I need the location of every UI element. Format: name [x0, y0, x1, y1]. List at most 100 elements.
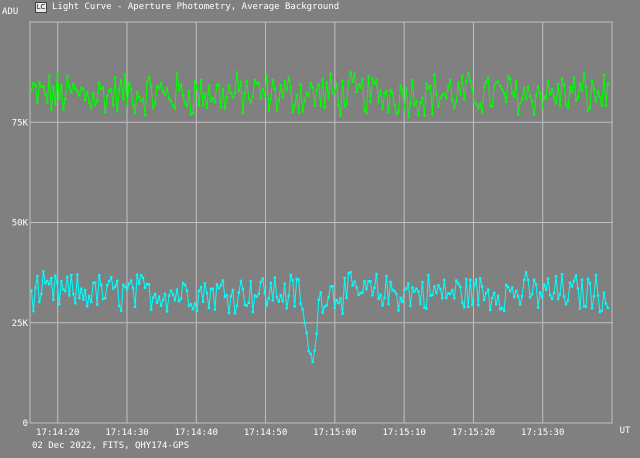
data-point: [72, 292, 75, 296]
data-point: [56, 72, 59, 75]
data-point: [453, 106, 456, 109]
data-point: [223, 107, 227, 110]
axis-layer: 0 25K 50K 75K 17:14:20 17:14:30 17:14:40 17:14:…: [12, 118, 565, 438]
data-point: [195, 86, 199, 90]
data-point: [205, 291, 209, 295]
data-point: [343, 276, 346, 280]
app-icon[interactable]: LC: [35, 2, 47, 13]
data-point: [606, 306, 610, 309]
data-point: [409, 102, 412, 105]
data-point: [550, 297, 554, 301]
data-point: [315, 332, 318, 335]
data-point: [303, 99, 306, 102]
data-point: [245, 80, 248, 83]
data-point: [167, 294, 171, 297]
data-point: [147, 75, 151, 79]
data-point: [590, 307, 594, 310]
data-point: [542, 95, 546, 99]
data-point: [251, 95, 254, 98]
data-point: [64, 289, 67, 293]
data-point: [594, 100, 598, 103]
data-point: [159, 304, 163, 307]
data-point: [427, 274, 430, 277]
data-point: [114, 285, 117, 288]
data-point: [467, 71, 470, 74]
data-point: [309, 81, 312, 85]
data-point: [315, 89, 318, 92]
data-point: [489, 104, 492, 107]
data-point: [393, 290, 396, 293]
data-point: [233, 91, 237, 95]
data-point: [381, 304, 384, 307]
data-point: [515, 80, 518, 83]
data-point: [491, 296, 494, 300]
data-point: [241, 111, 245, 115]
data-point: [485, 291, 488, 295]
data-point: [44, 282, 47, 285]
data-point: [413, 290, 416, 293]
data-point: [363, 109, 366, 112]
data-point: [299, 83, 302, 86]
data-point: [439, 287, 442, 291]
data-point: [497, 80, 500, 83]
data-point: [281, 300, 284, 303]
data-point: [524, 97, 528, 100]
data-point: [30, 89, 33, 92]
data-point: [283, 80, 286, 83]
data-point: [483, 85, 486, 88]
data-point: [469, 278, 472, 281]
data-point: [277, 300, 280, 303]
data-point: [441, 94, 444, 97]
data-point: [243, 303, 246, 306]
data-point: [501, 88, 504, 91]
data-point: [596, 90, 600, 93]
data-point: [48, 283, 51, 286]
data-point: [88, 294, 91, 298]
data-point: [383, 92, 386, 95]
data-point: [391, 288, 394, 292]
data-point: [199, 285, 203, 289]
data-point: [163, 93, 167, 96]
data-point: [375, 78, 378, 82]
data-point: [275, 296, 278, 299]
data-point: [522, 86, 526, 90]
data-point: [427, 87, 430, 90]
data-point: [339, 114, 342, 117]
data-point: [524, 271, 528, 274]
data-point: [285, 88, 288, 91]
data-point: [269, 97, 272, 100]
data-point: [411, 78, 414, 82]
data-point: [52, 298, 55, 301]
data-point: [463, 98, 466, 101]
data-point: [393, 104, 396, 107]
data-point: [333, 91, 336, 95]
data-point: [391, 91, 394, 95]
data-point: [399, 84, 402, 87]
data-point: [405, 87, 408, 90]
data-point: [556, 297, 560, 301]
series-line: [30, 72, 609, 118]
data-point: [365, 111, 368, 114]
window-title: Light Curve - Aperture Photometry, Avera…: [52, 2, 340, 12]
data-point: [331, 91, 334, 95]
data-point: [355, 90, 358, 94]
data-point: [249, 101, 252, 104]
data-point: [301, 110, 304, 113]
data-point: [157, 86, 161, 89]
data-point: [341, 79, 344, 82]
data-point: [123, 74, 127, 77]
data-point: [578, 82, 582, 85]
data-point: [407, 115, 410, 119]
data-point: [538, 91, 542, 95]
data-point: [461, 75, 464, 78]
data-point: [153, 292, 157, 296]
data-point: [68, 294, 71, 297]
data-point: [451, 288, 454, 292]
data-point: [509, 290, 512, 293]
data-point: [293, 305, 296, 308]
data-point: [509, 77, 512, 81]
data-point: [80, 287, 83, 290]
data-point: [189, 112, 193, 116]
series-line: [30, 270, 609, 363]
data-point: [465, 277, 468, 281]
